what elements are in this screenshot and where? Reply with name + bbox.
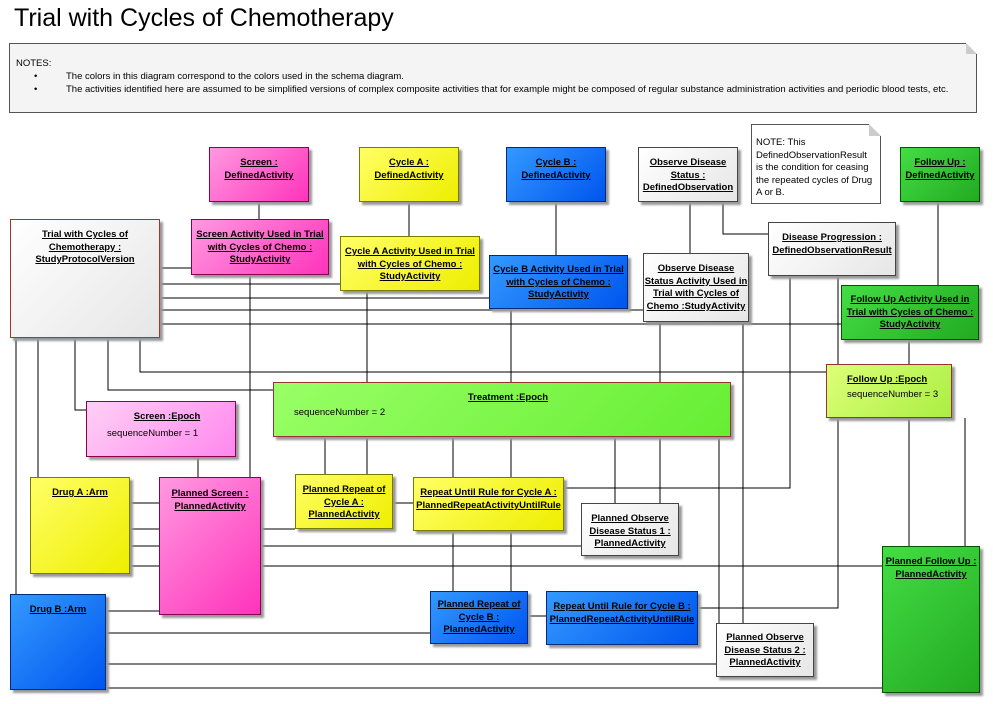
planned-follow-up[interactable]: Planned Follow Up : PlannedActivity — [882, 546, 980, 693]
box-label: Disease Progression : DefinedObservation… — [772, 232, 892, 256]
planned-screen[interactable]: Planned Screen : PlannedActivity — [159, 477, 261, 615]
screen-epoch[interactable]: Screen :Epoch sequenceNumber = 1 — [86, 401, 236, 457]
box-label: Planned Follow Up : PlannedActivity — [885, 556, 977, 580]
notes-panel: NOTES: The colors in this diagram corres… — [9, 43, 977, 113]
box-label: Planned Observe Disease Status 1 : Plann… — [589, 513, 671, 549]
box-label: Trial with Cycles of Chemotherapy : Stud… — [35, 229, 135, 265]
screen-study-activity[interactable]: Screen Activity Used in Trial with Cycle… — [191, 219, 329, 275]
box-label: Cycle B : DefinedActivity — [521, 157, 591, 181]
box-label: Repeat Until Rule for Cycle B : PlannedR… — [549, 601, 695, 625]
planned-repeat-cycle-a[interactable]: Planned Repeat of Cycle A : PlannedActiv… — [295, 474, 393, 529]
epoch-attribute: sequenceNumber = 2 — [294, 406, 386, 418]
follow-up-defined-activity[interactable]: Follow Up : DefinedActivity — [900, 147, 980, 202]
follow-up-epoch[interactable]: Follow Up :Epoch sequenceNumber = 3 — [826, 364, 952, 418]
box-label: Cycle A : DefinedActivity — [374, 157, 444, 181]
drug-b-arm[interactable]: Drug B :Arm — [10, 594, 106, 690]
observe-disease-study-activity[interactable]: Observe Disease Status Activity Used in … — [643, 253, 749, 322]
box-label: Drug B :Arm — [29, 604, 87, 615]
note-text: NOTE: This DefinedObservationResult is t… — [756, 137, 873, 198]
box-label: Cycle B Activity Used in Trial with Cycl… — [493, 264, 624, 300]
epoch-attribute: sequenceNumber = 1 — [107, 427, 199, 439]
note-disease-result: NOTE: This DefinedObservationResult is t… — [751, 124, 881, 204]
notes-item: The colors in this diagram correspond to… — [34, 70, 968, 83]
cycle-b-defined-activity[interactable]: Cycle B : DefinedActivity — [506, 147, 606, 202]
note-fold-icon — [869, 124, 881, 136]
follow-up-study-activity[interactable]: Follow Up Activity Used in Trial with Cy… — [841, 285, 979, 340]
box-label: Observe Disease Status Activity Used in … — [644, 263, 748, 312]
epoch-attribute: sequenceNumber = 3 — [847, 388, 939, 400]
trial-study-protocol-version[interactable]: Trial with Cycles of Chemotherapy : Stud… — [10, 219, 160, 338]
box-label: Screen :Epoch — [133, 411, 201, 422]
box-label: Planned Repeat of Cycle B : PlannedActiv… — [437, 599, 521, 635]
box-label: Follow Up :Epoch — [847, 374, 928, 385]
repeat-until-rule-cycle-a[interactable]: Repeat Until Rule for Cycle A : PlannedR… — [413, 477, 564, 531]
box-label: Screen Activity Used in Trial with Cycle… — [196, 229, 324, 265]
disease-progression-result[interactable]: Disease Progression : DefinedObservation… — [768, 222, 896, 276]
notes-item: The activities identified here are assum… — [34, 83, 968, 96]
cycle-a-study-activity[interactable]: Cycle A Activity Used in Trial with Cycl… — [340, 236, 480, 291]
observe-disease-defined-observation[interactable]: Observe Disease Status : DefinedObservat… — [638, 147, 738, 202]
drug-a-arm[interactable]: Drug A :Arm — [30, 477, 130, 574]
box-label: Treatment :Epoch — [467, 392, 549, 403]
box-label: Screen : DefinedActivity — [224, 157, 294, 181]
box-label: Planned Repeat of Cycle A : PlannedActiv… — [302, 484, 386, 520]
cycle-a-defined-activity[interactable]: Cycle A : DefinedActivity — [359, 147, 459, 202]
planned-repeat-cycle-b[interactable]: Planned Repeat of Cycle B : PlannedActiv… — [430, 591, 528, 644]
diagram-title: Trial with Cycles of Chemotherapy — [14, 4, 394, 32]
cycle-b-study-activity[interactable]: Cycle B Activity Used in Trial with Cycl… — [489, 255, 628, 309]
box-label: Follow Up : DefinedActivity — [905, 157, 975, 181]
box-label: Repeat Until Rule for Cycle A : PlannedR… — [416, 487, 561, 511]
box-label: Planned Screen : PlannedActivity — [171, 488, 249, 512]
box-label: Drug A :Arm — [52, 487, 108, 498]
screen-defined-activity[interactable]: Screen : DefinedActivity — [209, 147, 309, 202]
notes-list: The colors in this diagram correspond to… — [34, 70, 968, 96]
box-label: Planned Observe Disease Status 2 : Plann… — [724, 632, 806, 668]
box-label: Cycle A Activity Used in Trial with Cycl… — [345, 246, 475, 282]
treatment-epoch[interactable]: Treatment :Epoch sequenceNumber = 2 — [273, 382, 731, 437]
box-label: Observe Disease Status : DefinedObservat… — [642, 157, 734, 193]
planned-observe-disease-status-1[interactable]: Planned Observe Disease Status 1 : Plann… — [581, 503, 679, 556]
planned-observe-disease-status-2[interactable]: Planned Observe Disease Status 2 : Plann… — [716, 623, 814, 677]
box-label: Follow Up Activity Used in Trial with Cy… — [846, 294, 974, 330]
repeat-until-rule-cycle-b[interactable]: Repeat Until Rule for Cycle B : PlannedR… — [546, 591, 698, 645]
notes-heading: NOTES: — [16, 58, 52, 69]
note-fold-icon — [966, 43, 977, 54]
